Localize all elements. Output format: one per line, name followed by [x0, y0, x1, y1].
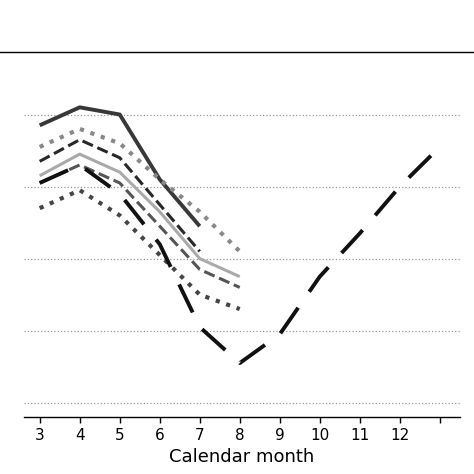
X-axis label: Calendar month: Calendar month	[169, 448, 314, 466]
